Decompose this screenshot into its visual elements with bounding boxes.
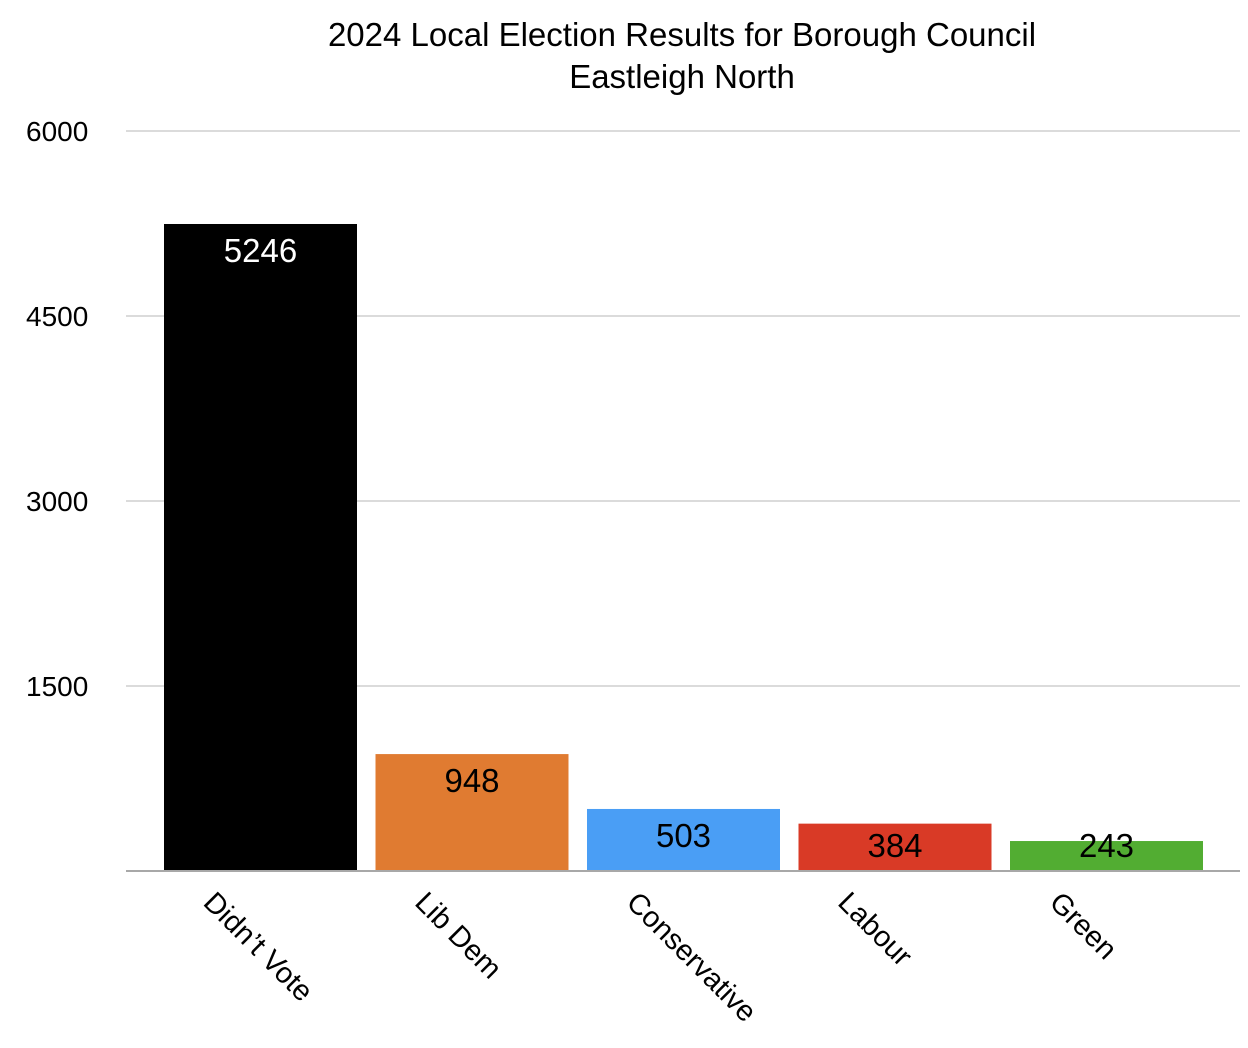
x-tick-label: Didn’t Vote — [197, 886, 319, 1008]
bar — [1010, 841, 1203, 871]
x-tick-label: Lib Dem — [409, 886, 508, 985]
y-axis-ticks: 1500 3000 4500 6000 — [26, 116, 88, 702]
y-tick-label: 6000 — [26, 116, 88, 147]
bar — [375, 754, 569, 871]
chart-title: 2024 Local Election Results for Borough … — [328, 16, 1036, 53]
data-label: 948 — [444, 762, 499, 799]
data-label: 243 — [1079, 827, 1134, 864]
x-tick-label: Green — [1043, 886, 1123, 966]
bars — [164, 223, 1203, 871]
data-label: 384 — [867, 827, 922, 864]
y-tick-label: 4500 — [26, 301, 88, 332]
y-tick-label: 3000 — [26, 486, 88, 517]
bar — [587, 808, 780, 871]
data-labels: 5246 948 503 384 243 — [224, 232, 1134, 864]
bar — [164, 223, 357, 871]
x-tick-label: Conservative — [620, 886, 762, 1028]
bar — [798, 823, 992, 871]
data-label: 503 — [656, 817, 711, 854]
y-tick-label: 1500 — [26, 671, 88, 702]
chart-subtitle: Eastleigh North — [569, 58, 795, 95]
x-tick-label: Labour — [832, 886, 919, 973]
x-axis-categories: Didn’t Vote Lib Dem Conservative Labour Gree… — [197, 886, 1123, 1028]
data-label: 5246 — [224, 232, 297, 269]
